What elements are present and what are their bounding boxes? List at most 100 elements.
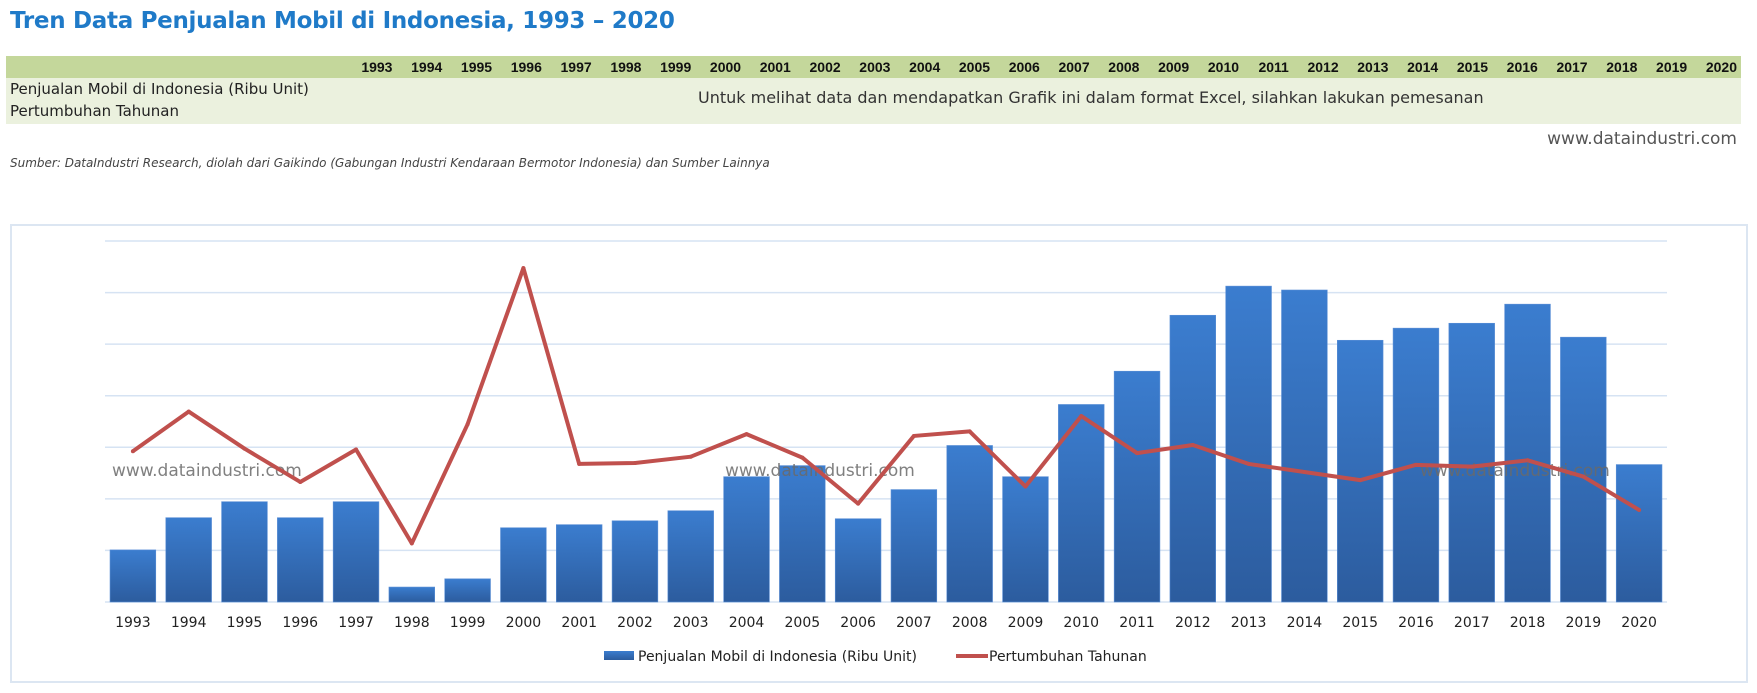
- order-notice[interactable]: Untuk melihat data dan mendapatkan Grafi…: [698, 88, 1484, 107]
- bar-1995[interactable]: [221, 501, 268, 603]
- bar-2013[interactable]: [1225, 285, 1272, 603]
- growth-point-1993[interactable]: [130, 449, 135, 454]
- x-tick-label: 1995: [227, 615, 263, 631]
- bar-2006[interactable]: [834, 518, 882, 603]
- legend-bar-label: Penjualan Mobil di Indonesia (Ribu Unit): [638, 649, 917, 665]
- x-tick-label: 1994: [171, 615, 207, 631]
- growth-point-2010[interactable]: [1079, 414, 1084, 419]
- bar-2014[interactable]: [1281, 289, 1328, 603]
- bar-2001[interactable]: [556, 524, 603, 603]
- x-tick-label: 2017: [1454, 615, 1490, 631]
- bar-2012[interactable]: [1169, 314, 1216, 603]
- year-header: 2004: [909, 59, 941, 75]
- bar-2017[interactable]: [1448, 322, 1495, 603]
- bar-2005[interactable]: [779, 465, 826, 603]
- year-header: 2011: [1258, 59, 1289, 75]
- table-header-row: 1993 1994 1995 1996 1997 1998 1999 2000 2001 2002…: [6, 56, 1741, 78]
- x-tick-label: 2015: [1342, 615, 1378, 631]
- bar-2019[interactable]: [1560, 336, 1607, 603]
- year-header: 2020: [1705, 59, 1737, 75]
- year-header: 2008: [1108, 59, 1140, 75]
- growth-point-2005[interactable]: [800, 455, 805, 460]
- growth-point-2000[interactable]: [521, 266, 526, 271]
- x-tick-label: 2007: [896, 615, 932, 631]
- year-header: 2000: [709, 59, 742, 75]
- growth-point-2017[interactable]: [1469, 464, 1474, 469]
- bar-2008[interactable]: [946, 445, 993, 603]
- growth-point-2016[interactable]: [1413, 462, 1418, 467]
- year-header: 2019: [1656, 59, 1688, 75]
- x-tick-label: 2019: [1566, 615, 1602, 631]
- growth-point-2002[interactable]: [632, 461, 637, 466]
- bar-1999[interactable]: [444, 578, 491, 603]
- bar-2015[interactable]: [1337, 339, 1384, 603]
- year-header: 2006: [1008, 59, 1040, 75]
- growth-point-2018[interactable]: [1525, 458, 1530, 463]
- row-label-sales: Penjualan Mobil di Indonesia (Ribu Unit): [10, 80, 309, 98]
- x-tick-label: 1993: [115, 615, 151, 631]
- growth-point-2001[interactable]: [577, 461, 582, 466]
- x-tick-label: 2018: [1510, 615, 1546, 631]
- bar-2009[interactable]: [1002, 476, 1049, 603]
- bar-1996[interactable]: [277, 517, 324, 603]
- bar-2011[interactable]: [1113, 370, 1161, 603]
- bar-2002[interactable]: [611, 520, 659, 603]
- x-tick-label: 2012: [1175, 615, 1211, 631]
- bar-2018[interactable]: [1504, 303, 1551, 603]
- growth-point-2015[interactable]: [1358, 478, 1363, 483]
- bar-1993[interactable]: [109, 549, 157, 603]
- bar-2003[interactable]: [667, 510, 714, 603]
- growth-point-1995[interactable]: [242, 446, 247, 451]
- year-headers: 1993 1994 1995 1996 1997 1998 1999 2000 2001 2002…: [343, 59, 1737, 75]
- year-header: 2009: [1158, 59, 1190, 75]
- x-tick-label: 2001: [561, 615, 597, 631]
- watermark: www.dataindustri.com: [112, 461, 302, 481]
- growth-point-2006[interactable]: [856, 501, 861, 506]
- year-header: 2005: [958, 59, 991, 75]
- x-tick-label: 2000: [506, 615, 542, 631]
- growth-point-2014[interactable]: [1302, 470, 1307, 475]
- x-tick-label: 2013: [1231, 615, 1267, 631]
- growth-point-2013[interactable]: [1246, 461, 1251, 466]
- growth-point-2003[interactable]: [688, 454, 693, 459]
- year-header: 2002: [809, 59, 841, 75]
- bar-1997[interactable]: [332, 501, 380, 603]
- growth-point-2020[interactable]: [1637, 507, 1642, 512]
- chart-frame: [10, 224, 1748, 683]
- year-header: 2017: [1556, 59, 1588, 75]
- year-header: 2003: [859, 59, 891, 75]
- growth-point-2009[interactable]: [1023, 484, 1028, 489]
- year-header: 2014: [1407, 59, 1439, 75]
- growth-point-2004[interactable]: [744, 432, 749, 437]
- growth-point-2007[interactable]: [911, 433, 916, 438]
- year-header: 2013: [1357, 59, 1389, 75]
- growth-point-2011[interactable]: [1135, 451, 1140, 456]
- year-header: 2015: [1456, 59, 1489, 75]
- growth-point-2019[interactable]: [1581, 474, 1586, 479]
- bar-1994[interactable]: [165, 517, 212, 603]
- x-tick-label: 2014: [1287, 615, 1323, 631]
- bar-2000[interactable]: [500, 527, 547, 603]
- growth-line: [131, 266, 1641, 546]
- growth-point-1996[interactable]: [298, 479, 303, 484]
- growth-point-2008[interactable]: [967, 429, 972, 434]
- x-tick-label: 1996: [282, 615, 318, 631]
- source-note: Sumber: DataIndustri Research, diolah da…: [10, 156, 770, 170]
- bar-2004[interactable]: [723, 476, 770, 603]
- website-label[interactable]: www.dataindustri.com: [1547, 129, 1737, 149]
- x-tick-label: 2020: [1621, 615, 1657, 631]
- bar-2020[interactable]: [1615, 464, 1663, 603]
- year-header: 2001: [759, 59, 791, 75]
- year-header: 1998: [610, 59, 642, 75]
- row-label-growth: Pertumbuhan Tahunan: [10, 102, 179, 120]
- bar-2007[interactable]: [890, 489, 938, 603]
- x-tick-label: 1999: [450, 615, 486, 631]
- growth-point-1998[interactable]: [409, 541, 414, 546]
- growth-point-2012[interactable]: [1190, 442, 1195, 447]
- growth-point-1997[interactable]: [354, 447, 359, 452]
- year-header: 1995: [460, 59, 493, 75]
- growth-point-1999[interactable]: [465, 422, 470, 427]
- growth-point-1994[interactable]: [186, 409, 191, 414]
- bar-1998[interactable]: [388, 586, 435, 603]
